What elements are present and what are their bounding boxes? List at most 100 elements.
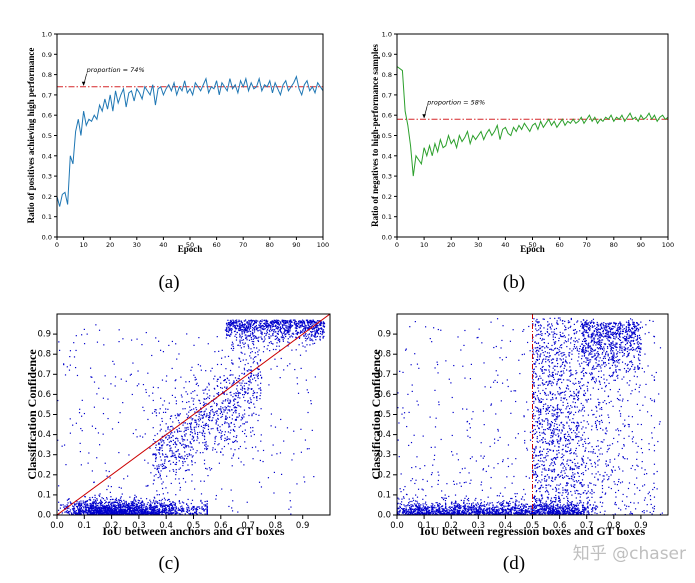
scatter-point xyxy=(171,511,173,513)
scatter-point xyxy=(151,502,153,504)
scatter-point xyxy=(248,339,251,341)
scatter-point xyxy=(84,504,86,506)
scatter-point xyxy=(211,409,213,411)
scatter-point xyxy=(139,508,141,510)
scatter-point xyxy=(110,383,112,385)
scatter-point xyxy=(247,324,249,326)
scatter-point xyxy=(295,336,297,338)
scatter-point xyxy=(165,513,167,515)
scatter-point xyxy=(190,422,193,424)
scatter-point xyxy=(283,319,285,321)
scatter-point xyxy=(201,417,203,419)
scatter-point xyxy=(110,513,112,515)
scatter-point xyxy=(477,506,479,508)
scatter-point xyxy=(207,428,210,431)
scatter-point xyxy=(159,511,162,513)
scatter-point xyxy=(273,322,275,325)
scatter-point xyxy=(207,425,210,428)
y-ticks: 0.00.10.20.30.40.50.60.70.80.91.0 xyxy=(382,31,397,242)
scatter-point xyxy=(226,325,228,327)
scatter-point xyxy=(255,380,257,382)
scatter-point xyxy=(156,467,158,469)
scatter-point xyxy=(462,505,464,508)
scatter-point xyxy=(105,510,107,512)
scatter-point xyxy=(190,428,192,430)
scatter-point xyxy=(141,508,144,511)
scatter-point xyxy=(282,328,284,330)
scatter-point xyxy=(467,506,469,508)
scatter-point xyxy=(174,505,176,507)
scatter-point xyxy=(239,328,241,330)
scatter-point xyxy=(196,513,198,515)
scatter-point xyxy=(231,323,233,325)
scatter-point xyxy=(191,438,193,440)
scatter-point xyxy=(131,503,134,505)
scatter-point xyxy=(143,505,145,507)
scatter-point xyxy=(228,409,230,411)
scatter-point xyxy=(232,325,234,328)
scatter-point xyxy=(306,327,308,329)
scatter-point xyxy=(74,504,76,506)
scatter-point xyxy=(226,436,228,438)
plot-frame xyxy=(396,33,669,238)
scatter-point xyxy=(254,320,256,323)
scatter-point xyxy=(270,425,272,427)
y-tick-label: 0.3 xyxy=(382,173,392,181)
scatter-point xyxy=(238,426,240,428)
scatter-point xyxy=(137,499,139,501)
scatter-point xyxy=(299,322,301,324)
scatter-point xyxy=(119,502,121,504)
scatter-point xyxy=(423,507,426,509)
scatter-point xyxy=(240,351,242,353)
scatter-point xyxy=(316,326,318,328)
scatter-point xyxy=(79,510,81,512)
scatter-point xyxy=(450,509,452,511)
scatter-point xyxy=(173,509,175,511)
scatter-point xyxy=(142,501,144,503)
scatter-point xyxy=(84,506,86,508)
scatter-point xyxy=(177,507,179,509)
scatter-point xyxy=(292,332,294,334)
scatter-point xyxy=(122,512,124,515)
scatter-point xyxy=(459,505,461,507)
scatter-point xyxy=(249,324,251,327)
scatter-point xyxy=(269,337,271,339)
scatter-point xyxy=(156,501,159,503)
scatter-point xyxy=(201,434,204,436)
scatter-point xyxy=(257,368,259,371)
scatter-point xyxy=(308,325,310,327)
x-tick-label: 20 xyxy=(106,241,114,249)
scatter-point xyxy=(227,324,229,326)
scatter-point xyxy=(184,460,186,463)
scatter-point xyxy=(502,510,505,512)
scatter-point xyxy=(225,439,227,441)
scatter-point xyxy=(136,509,138,511)
scatter-point xyxy=(117,507,119,509)
scatter-point xyxy=(280,336,282,338)
scatter-point xyxy=(246,322,248,324)
scatter-point xyxy=(432,503,434,505)
scatter-point xyxy=(320,333,322,335)
scatter-point xyxy=(228,423,230,425)
x-tick-label: 60 xyxy=(212,241,220,249)
scatter-point xyxy=(141,505,143,508)
scatter-point xyxy=(452,508,454,510)
scatter-point xyxy=(125,504,127,507)
scatter-point xyxy=(120,511,122,514)
scatter-point xyxy=(103,344,105,346)
scatter-point xyxy=(173,431,176,433)
scatter-point xyxy=(196,423,198,425)
scatter-point xyxy=(130,501,132,503)
scatter-point xyxy=(307,324,309,327)
scatter-point xyxy=(102,504,104,506)
scatter-point xyxy=(220,410,222,413)
scatter-point xyxy=(174,446,177,448)
scatter-point xyxy=(215,423,217,425)
scatter-point xyxy=(120,496,122,498)
scatter-point xyxy=(86,504,88,506)
scatter-point xyxy=(161,505,164,507)
scatter-point xyxy=(89,505,91,507)
scatter-point xyxy=(289,325,291,327)
scatter-point xyxy=(277,338,280,340)
scatter-point xyxy=(102,505,105,508)
